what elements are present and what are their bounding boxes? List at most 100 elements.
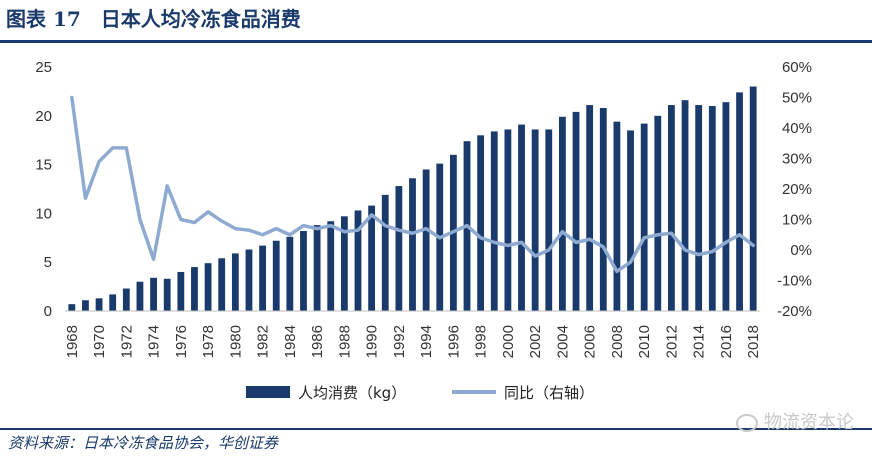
bar-1978: [204, 263, 212, 311]
x-tick-label: 1972: [118, 325, 135, 358]
bar-1988: [340, 216, 348, 311]
y-right-tick-label: -10%: [777, 273, 812, 290]
bar-2017: [736, 92, 743, 311]
x-tick-label: 2008: [609, 325, 626, 358]
x-tick-label: 1992: [391, 325, 408, 358]
bar-1982: [259, 245, 266, 311]
bar-1985: [300, 230, 307, 311]
source-note: 资料来源：日本冷冻食品协会，华创证券: [8, 434, 279, 452]
bar-1972: [122, 288, 130, 311]
y-right-tick-label: 30%: [782, 151, 812, 168]
bar-2010: [640, 123, 648, 311]
bar-2002: [531, 129, 539, 311]
bar-2004: [559, 116, 566, 311]
y-right-tick-label: 10%: [782, 212, 812, 229]
bar-1999: [490, 131, 498, 311]
bar-1974: [150, 277, 157, 311]
y-right-tick-label: 50%: [782, 90, 812, 107]
bar-1979: [218, 258, 226, 311]
bar-1983: [272, 240, 280, 311]
bar-1969: [82, 300, 89, 311]
bar-2000: [504, 129, 512, 311]
title-divider: [0, 40, 872, 43]
footer-divider: [0, 428, 872, 430]
y-left-tick-label: 5: [44, 254, 52, 271]
bar-2008: [613, 121, 621, 311]
x-tick-label: 1974: [146, 325, 163, 358]
x-tick-label: 2014: [691, 325, 708, 358]
y-right-tick-label: 0%: [790, 242, 812, 259]
x-tick-label: 1994: [418, 325, 435, 358]
watermark: 物流资本论: [736, 408, 854, 434]
bar-1989: [354, 210, 362, 311]
x-tick-label: 1980: [227, 325, 244, 358]
legend-swatch-bar: [246, 386, 290, 398]
bar-2016: [722, 102, 730, 311]
legend: 人均消费（kg） 同比（右轴）: [246, 384, 594, 402]
bar-2018: [749, 86, 757, 312]
y-right-tick-label: 40%: [782, 120, 812, 137]
x-tick-label: 2016: [718, 325, 735, 358]
y-left-tick-label: 0: [44, 303, 52, 320]
bar-1990: [368, 205, 376, 311]
y-right-axis: -20% -10% 0% 10% 20% 30% 40% 50% 60%: [777, 59, 812, 320]
bar-1968: [68, 304, 76, 311]
x-tick-label: 1996: [445, 325, 462, 358]
y-right-tick-label: 20%: [782, 181, 812, 198]
wechat-icon: [736, 414, 758, 432]
bar-2015: [708, 106, 716, 311]
bar-2009: [627, 130, 634, 311]
y-left-tick-label: 10: [35, 205, 52, 222]
x-tick-label: 2002: [527, 325, 544, 358]
bar-2005: [572, 111, 580, 312]
x-axis: 1968 1970 1972 1974 1976 1978 1980 1982 1984 1986…: [64, 325, 762, 358]
bar-1984: [286, 236, 294, 311]
x-tick-label: 1998: [473, 325, 490, 358]
x-tick-label: 1990: [364, 325, 381, 358]
bar-1998: [477, 135, 485, 311]
x-tick-label: 2000: [500, 325, 517, 358]
bar-1970: [95, 298, 103, 311]
x-tick-label: 1982: [255, 325, 272, 358]
legend-label-line: 同比（右轴）: [504, 384, 594, 402]
x-tick-label: 2018: [745, 325, 762, 358]
bar-1986: [313, 225, 321, 311]
x-tick-label: 1988: [336, 325, 353, 358]
y-right-tick-label: -20%: [777, 303, 812, 320]
x-tick-label: 1984: [282, 325, 299, 358]
x-tick-label: 1970: [91, 325, 108, 358]
bar-2007: [599, 107, 607, 312]
x-tick-label: 2004: [554, 325, 571, 358]
y-left-tick-label: 25: [35, 59, 52, 76]
bar-2006: [586, 105, 594, 311]
bar-1973: [136, 281, 144, 311]
bar-2011: [654, 115, 662, 311]
bar-1976: [177, 271, 185, 311]
x-tick-label: 2010: [636, 325, 653, 358]
y-left-tick-label: 15: [35, 157, 52, 174]
y-right-tick-label: 60%: [782, 59, 812, 76]
yoy-line-series: [70, 95, 755, 274]
bar-1992: [395, 186, 403, 311]
bar-1981: [245, 249, 253, 311]
y-left-tick-label: 20: [35, 108, 52, 125]
x-tick-label: 1986: [309, 325, 326, 358]
x-tick-label: 1976: [173, 325, 190, 358]
bar-1975: [163, 278, 171, 311]
bar-1980: [231, 253, 239, 311]
bar-1971: [109, 294, 117, 311]
x-tick-label: 2012: [663, 325, 680, 358]
watermark-text: 物流资本论: [764, 412, 854, 433]
bar-1977: [191, 267, 198, 311]
x-tick-label: 2006: [582, 325, 599, 358]
bar-2012: [668, 105, 675, 311]
bar-1987: [327, 221, 335, 311]
bar-2014: [695, 105, 703, 311]
bar-2013: [681, 100, 689, 312]
x-tick-label: 1978: [200, 325, 217, 358]
chart-title: 图表 17 日本人均冷冻食品消费: [6, 7, 301, 31]
y-left-axis: 0 5 10 15 20 25: [35, 59, 52, 320]
bar-1991: [381, 194, 389, 311]
bar-1994: [422, 169, 430, 311]
